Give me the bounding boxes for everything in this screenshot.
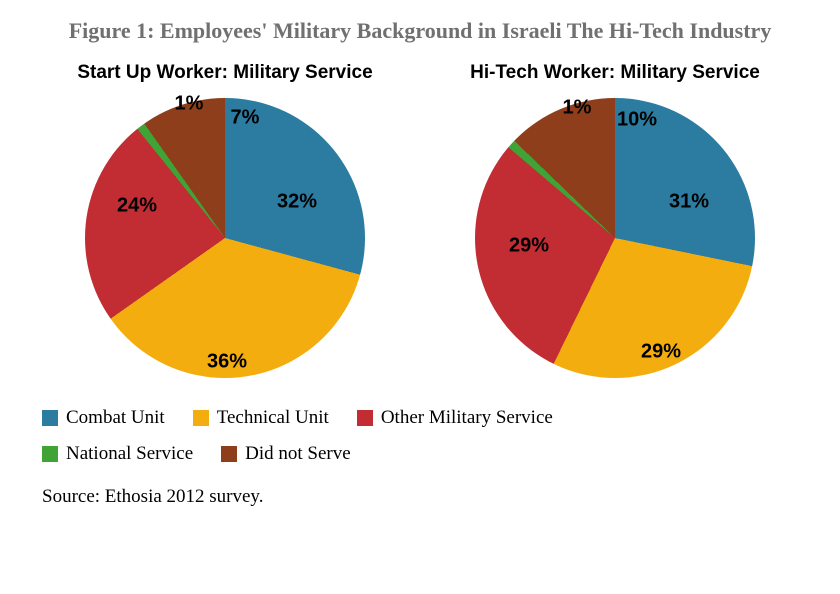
slice-label-combat: 31%: [669, 191, 709, 214]
charts-row: Start Up Worker: Military Service 32% 36%…: [30, 62, 810, 378]
figure-title: Figure 1: Employees' Military Background…: [30, 18, 810, 44]
swatch-other: [357, 410, 373, 426]
slice-label-other: 29%: [509, 235, 549, 258]
legend-label-technical: Technical Unit: [217, 400, 329, 436]
figure-container: Figure 1: Employees' Military Background…: [0, 0, 840, 594]
slice-label-didnot: 7%: [231, 107, 260, 130]
slice-label-national: 1%: [175, 93, 204, 116]
chart-startup: Start Up Worker: Military Service 32% 36%…: [45, 62, 405, 378]
slice-label-didnot: 10%: [617, 109, 657, 132]
swatch-didnot: [221, 446, 237, 462]
slice-label-national: 1%: [563, 97, 592, 120]
pie-startup: [85, 98, 365, 378]
slice-label-combat: 32%: [277, 191, 317, 214]
swatch-technical: [193, 410, 209, 426]
legend-item-combat: Combat Unit: [42, 400, 165, 436]
legend-row: Combat Unit Technical Unit Other Military …: [42, 400, 810, 436]
legend-label-other: Other Military Service: [381, 400, 553, 436]
legend-label-national: National Service: [66, 436, 193, 472]
pie-hitech-wrap: 31% 29% 29% 1% 10%: [475, 98, 755, 378]
slice-label-technical: 29%: [641, 341, 681, 364]
legend-row: National Service Did not Serve: [42, 436, 810, 472]
legend-item-didnot: Did not Serve: [221, 436, 351, 472]
source-text: Source: Ethosia 2012 survey.: [42, 486, 810, 508]
chart-hitech: Hi-Tech Worker: Military Service 31% 29% 2…: [435, 62, 795, 378]
legend-label-combat: Combat Unit: [66, 400, 165, 436]
swatch-national: [42, 446, 58, 462]
legend: Combat Unit Technical Unit Other Military …: [42, 400, 810, 472]
slice-label-technical: 36%: [207, 351, 247, 374]
chart-hitech-title: Hi-Tech Worker: Military Service: [470, 62, 760, 84]
legend-label-didnot: Did not Serve: [245, 436, 351, 472]
pie-startup-wrap: 32%36%24%1%7%: [85, 98, 365, 378]
swatch-combat: [42, 410, 58, 426]
legend-item-national: National Service: [42, 436, 193, 472]
slice-label-other: 24%: [117, 195, 157, 218]
chart-startup-title: Start Up Worker: Military Service: [77, 62, 372, 84]
legend-item-other: Other Military Service: [357, 400, 553, 436]
legend-item-technical: Technical Unit: [193, 400, 329, 436]
